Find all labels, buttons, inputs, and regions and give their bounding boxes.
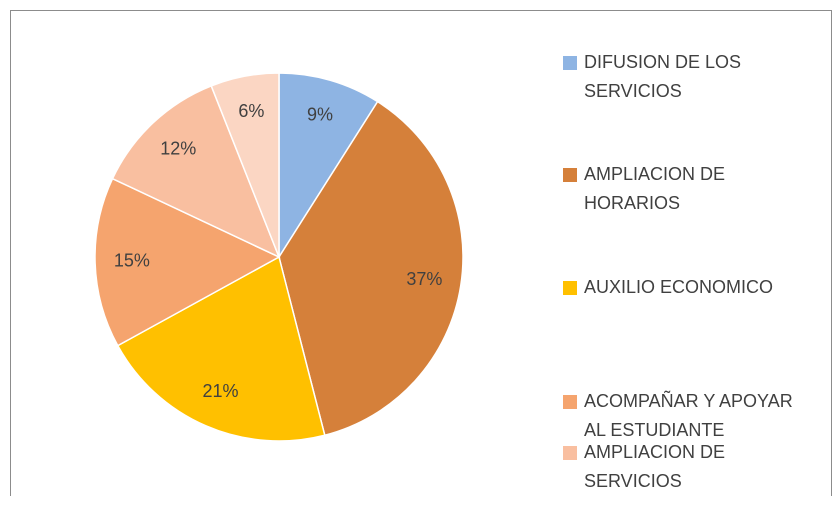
legend-item: AMPLIACION DE SERVICIOS (563, 438, 813, 518)
legend-item: AMPLIACION DE HORARIOS (563, 160, 813, 240)
data-label: 9% (307, 104, 333, 124)
legend-swatch (563, 168, 577, 182)
legend-swatch (563, 56, 577, 70)
legend-swatch (563, 395, 577, 409)
legend-item: AUXILIO ECONOMICO (563, 273, 813, 353)
page: {"chart_data": {"type": "pie", "categori… (10, 10, 832, 496)
legend-item: ACOMPAÑAR Y APOYAR AL ESTUDIANTE (563, 387, 813, 467)
data-label: 21% (203, 381, 239, 401)
data-label: 12% (160, 138, 196, 158)
pie-slice (278, 72, 379, 260)
pie-slice (210, 72, 280, 258)
data-label: 6% (238, 101, 264, 121)
legend-label: AUXILIO ECONOMICO (584, 277, 774, 297)
legend-label: ACOMPAÑAR Y APOYAR AL ESTUDIANTE (584, 391, 793, 440)
legend-item: DIFUSION DE LOS SERVICIOS (563, 48, 813, 128)
legend-label: AMPLIACION DE HORARIOS (584, 164, 726, 213)
pie-slice (278, 100, 464, 437)
legend-label: DIFUSION DE LOS SERVICIOS (584, 52, 742, 101)
data-label: 15% (114, 250, 150, 270)
legend-swatch (563, 446, 577, 460)
pie-slice (116, 255, 326, 442)
legend-label: AMPLIACION DE SERVICIOS (584, 442, 726, 491)
data-label: 37% (406, 269, 442, 289)
chart: 9% 37% 21% 15% 12% 6% (10, 10, 832, 496)
pie-slice (94, 177, 281, 347)
pie-slice (111, 84, 281, 259)
chart-frame (10, 10, 832, 496)
legend-swatch (563, 281, 577, 295)
